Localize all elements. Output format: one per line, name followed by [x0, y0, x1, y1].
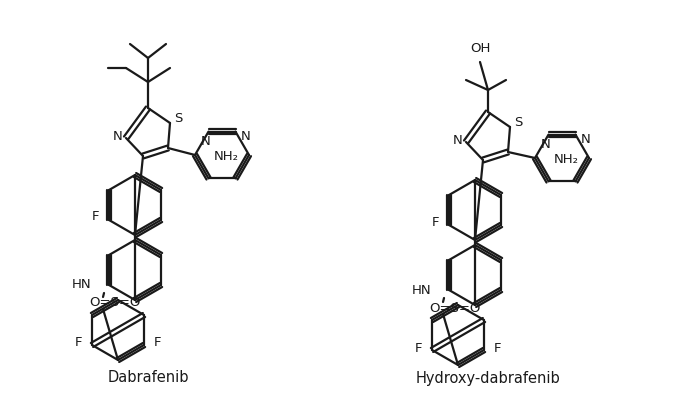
Text: F: F	[154, 337, 162, 350]
Text: NH₂: NH₂	[213, 150, 238, 163]
Text: F: F	[431, 216, 439, 228]
Text: NH₂: NH₂	[554, 153, 578, 166]
Text: N: N	[453, 134, 463, 147]
Text: N: N	[580, 133, 591, 146]
Text: F: F	[91, 211, 99, 224]
Text: F: F	[74, 337, 82, 350]
Text: HN: HN	[411, 284, 431, 297]
Text: F: F	[414, 342, 422, 354]
Text: N: N	[541, 138, 550, 151]
Text: OH: OH	[470, 41, 490, 55]
Text: Hydroxy-dabrafenib: Hydroxy-dabrafenib	[416, 371, 560, 386]
Text: F: F	[494, 342, 502, 354]
Text: S: S	[514, 117, 522, 130]
Text: N: N	[240, 130, 250, 143]
Text: O=S=O: O=S=O	[89, 297, 140, 310]
Text: O=S=O: O=S=O	[429, 301, 481, 314]
Text: HN: HN	[72, 278, 91, 292]
Text: Dabrafenib: Dabrafenib	[107, 371, 189, 386]
Text: N: N	[113, 130, 123, 143]
Text: S: S	[174, 113, 182, 126]
Text: N: N	[200, 135, 211, 148]
